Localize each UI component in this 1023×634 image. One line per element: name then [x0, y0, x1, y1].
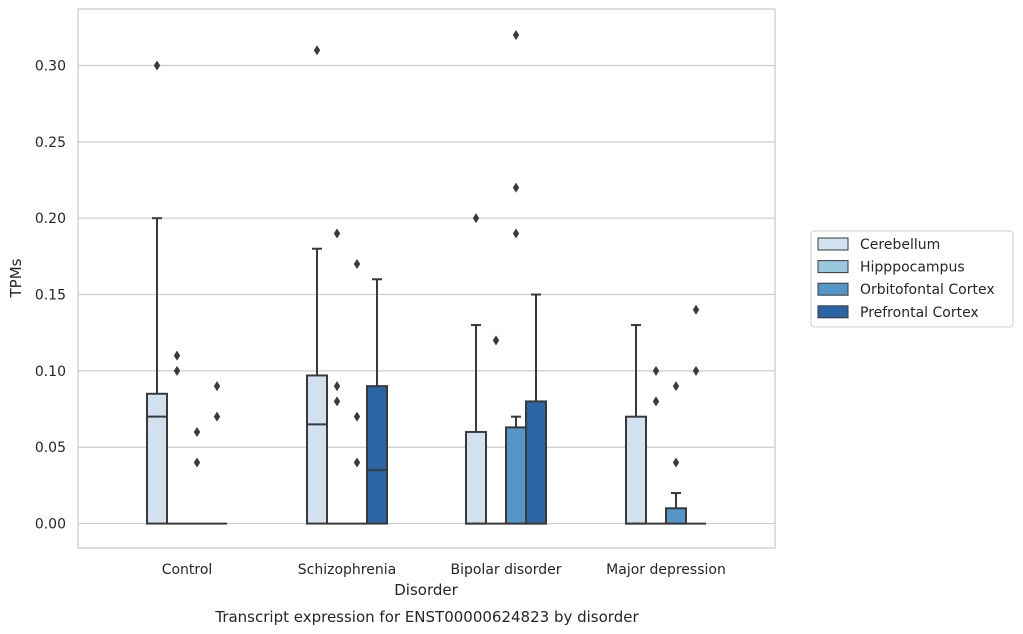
x-tick-labels: Control Schizophrenia Bipolar disorder Majo… [162, 562, 726, 578]
outlier-point [353, 258, 361, 269]
outlier-point [652, 396, 660, 407]
chart-caption: Transcript expression for ENST0000062482… [214, 608, 639, 626]
box [306, 374, 328, 525]
legend-frame [810, 230, 1014, 328]
outlier-point [313, 45, 321, 56]
y-tick-label: 0.30 [35, 58, 66, 74]
box-group [167, 350, 187, 525]
box [146, 392, 168, 525]
legend-label: Orbitofontal Cortex [860, 282, 995, 298]
outlier-point [692, 365, 700, 376]
legend-label: Prefrontal Cortex [860, 305, 979, 321]
legend-label: Cerebellum [860, 237, 940, 253]
box-group [465, 213, 487, 525]
legend: Cerebellum Hipppocampus Orbitofontal Corte… [810, 230, 1014, 328]
x-axis-label: Disorder [394, 581, 458, 599]
gridlines [78, 64, 775, 525]
box-group [187, 426, 207, 525]
box-group [347, 258, 367, 525]
box-series [146, 29, 706, 525]
box [465, 430, 487, 525]
box [505, 426, 527, 525]
outlier-point [652, 365, 660, 376]
outlier-point [353, 457, 361, 468]
box-group [327, 228, 347, 525]
outlier-point [333, 396, 341, 407]
box-group [486, 335, 506, 525]
outlier-point [353, 411, 361, 422]
outlier-point [492, 335, 500, 346]
box-group [366, 278, 388, 525]
x-tick-label: Bipolar disorder [450, 562, 561, 578]
y-tick-labels: 0.00 0.05 0.10 0.15 0.20 0.25 0.30 [35, 58, 66, 532]
x-tick-label: Control [162, 562, 213, 578]
outlier-point [213, 411, 221, 422]
outlier-point [512, 182, 520, 193]
outlier-point [512, 29, 520, 40]
y-tick-label: 0.00 [35, 517, 66, 533]
outlier-point [333, 228, 341, 239]
y-tick-label: 0.15 [35, 288, 66, 304]
plot-frame [77, 8, 776, 549]
legend-swatch [817, 305, 849, 319]
outlier-point [173, 350, 181, 361]
y-axis-label: TPMs [7, 258, 25, 298]
outlier-point [193, 426, 201, 437]
legend-swatch [817, 260, 849, 274]
box-group [146, 60, 168, 525]
outlier-point [193, 457, 201, 468]
box-group [686, 304, 706, 525]
legend-swatch [817, 237, 849, 251]
box [625, 415, 647, 525]
box-group [525, 293, 547, 525]
y-tick-label: 0.25 [35, 135, 66, 151]
box [525, 400, 547, 525]
box-group [207, 381, 227, 525]
box-group [625, 324, 647, 525]
box-group [646, 365, 666, 525]
box-group [665, 381, 687, 525]
y-tick-label: 0.10 [35, 364, 66, 380]
box-group [306, 45, 328, 525]
y-tick-label: 0.05 [35, 440, 66, 456]
outlier-point [692, 304, 700, 315]
legend-label: Hipppocampus [860, 260, 965, 276]
outlier-point [213, 381, 221, 392]
box [366, 385, 388, 525]
outlier-point [672, 457, 680, 468]
plot-area [78, 9, 775, 548]
x-tick-label: Major depression [606, 562, 726, 578]
x-tick-label: Schizophrenia [298, 562, 396, 578]
box [665, 507, 687, 525]
outlier-point [472, 213, 480, 224]
outlier-point [333, 381, 341, 392]
outlier-point [173, 365, 181, 376]
outlier-point [512, 228, 520, 239]
outlier-point [153, 60, 161, 71]
legend-swatch [817, 282, 849, 296]
y-tick-label: 0.20 [35, 211, 66, 227]
outlier-point [672, 381, 680, 392]
